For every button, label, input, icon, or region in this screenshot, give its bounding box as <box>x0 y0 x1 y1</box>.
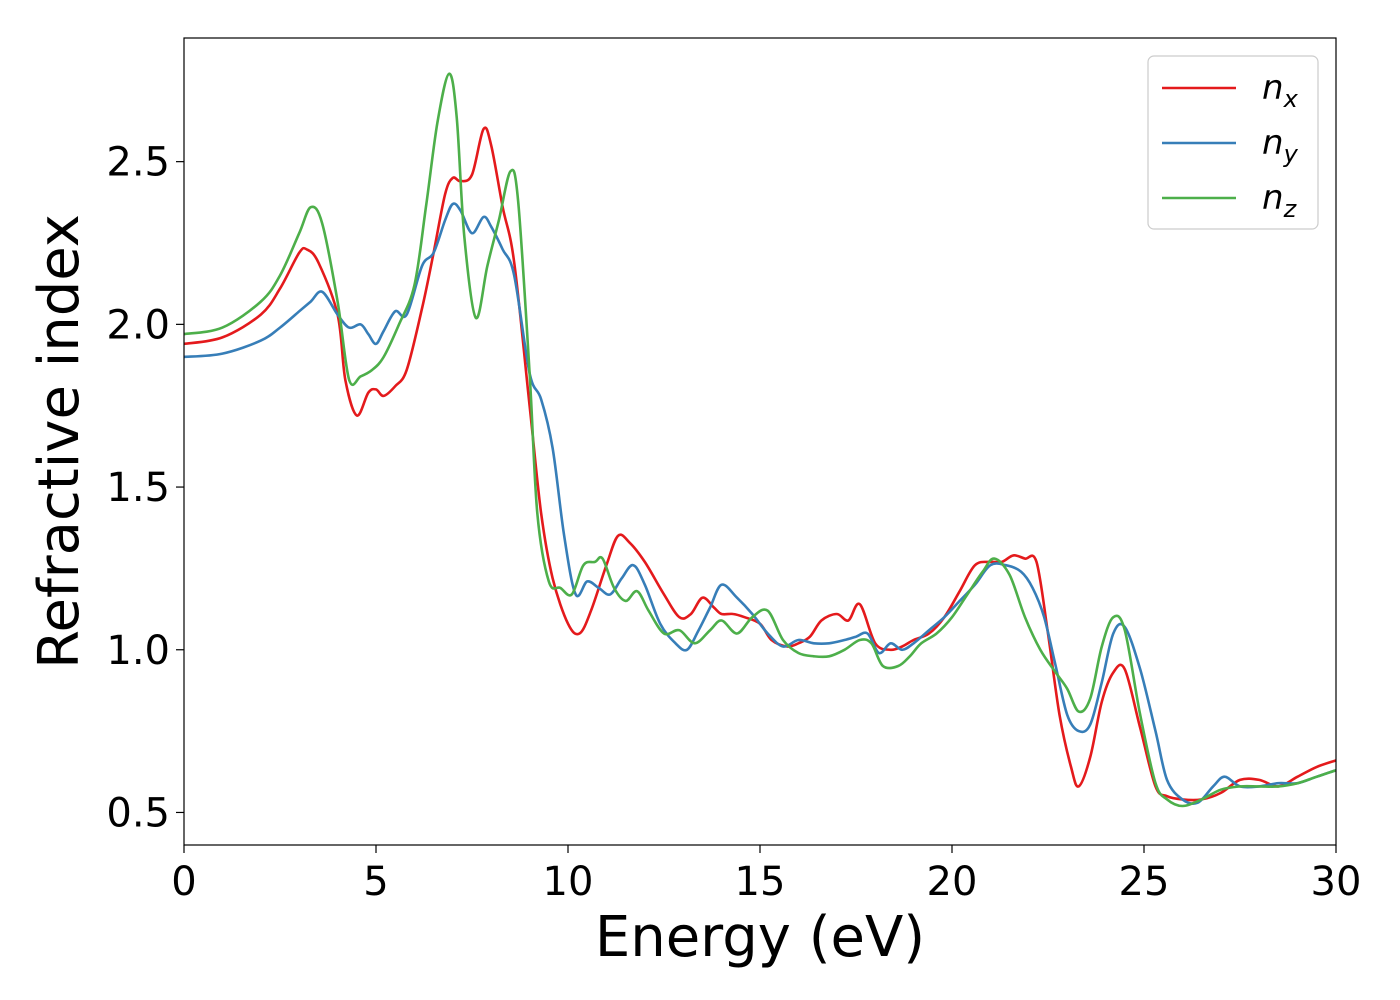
legend-entry-label: nx <box>1262 68 1299 113</box>
legend: nx ny nz <box>1147 55 1319 230</box>
y-axis-ticks: 0.5 1.0 1.5 2.0 2.5 <box>106 140 184 836</box>
x-tick-label: 20 <box>927 859 978 905</box>
y-tick-label: 1.0 <box>106 628 170 674</box>
series-line-n-z <box>184 72 1336 808</box>
x-axis-ticks: 0 5 10 15 20 25 30 <box>171 845 1361 905</box>
x-tick-label: 25 <box>1119 859 1170 905</box>
series-line-n-x <box>184 126 1336 802</box>
y-tick-label: 1.5 <box>106 465 170 511</box>
x-tick-label: 10 <box>543 859 594 905</box>
x-tick-label: 5 <box>363 859 388 905</box>
y-tick-label: 2.0 <box>106 302 170 348</box>
legend-entry-label: ny <box>1262 123 1299 168</box>
x-axis-label: Energy (eV) <box>595 905 925 970</box>
y-tick-label: 2.5 <box>106 140 170 186</box>
x-tick-label: 15 <box>735 859 786 905</box>
x-tick-label: 0 <box>171 859 196 905</box>
series-lines <box>184 72 1336 808</box>
y-axis-label: Refractive index <box>27 214 92 669</box>
legend-entry-label: nz <box>1262 178 1298 223</box>
series-line-n-y <box>184 202 1336 805</box>
y-tick-label: 0.5 <box>106 790 170 836</box>
x-tick-label: 30 <box>1311 859 1362 905</box>
